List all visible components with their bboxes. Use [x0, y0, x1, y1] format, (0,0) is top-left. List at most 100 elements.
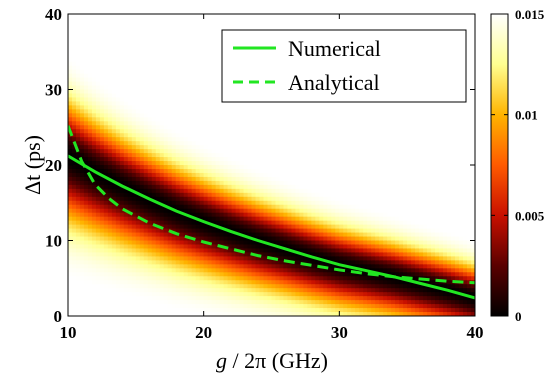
heatmap-cell — [239, 280, 245, 285]
heatmap-cell — [243, 312, 249, 316]
heatmap-cell — [315, 280, 320, 285]
heatmap-cell — [255, 288, 261, 293]
heatmap-cell — [231, 149, 237, 154]
heatmap-cell — [163, 228, 169, 234]
heatmap-cell — [107, 180, 113, 186]
heatmap-cell — [247, 244, 253, 250]
heatmap-cell — [175, 161, 181, 166]
heatmap-cell — [143, 260, 149, 265]
heatmap-cell — [315, 165, 320, 170]
heatmap-cell — [91, 184, 97, 190]
heatmap-cell — [203, 14, 209, 19]
heatmap-cell — [111, 272, 117, 277]
heatmap-cell — [119, 69, 125, 75]
heatmap-cell — [159, 53, 165, 59]
heatmap-cell — [155, 113, 161, 118]
heatmap-cell — [211, 37, 217, 43]
heatmap-cell — [263, 280, 269, 285]
heatmap-cell — [103, 248, 109, 254]
heatmap-cell — [295, 180, 301, 186]
heatmap-cell — [183, 101, 189, 106]
heatmap-cell — [211, 65, 217, 71]
heatmap-cell — [151, 81, 157, 87]
heatmap-cell — [87, 89, 93, 95]
heatmap-cell — [215, 172, 221, 178]
heatmap-cell — [243, 268, 249, 273]
heatmap-cell — [247, 264, 253, 269]
heatmap-cell — [235, 105, 241, 110]
heatmap-cell — [191, 284, 197, 289]
heatmap-cell — [187, 41, 193, 47]
heatmap-cell — [147, 21, 153, 27]
heatmap-cell — [155, 25, 161, 31]
heatmap-cell — [131, 208, 137, 214]
heatmap-cell — [295, 256, 301, 261]
heatmap-cell — [183, 97, 189, 103]
heatmap-cell — [227, 113, 233, 118]
heatmap-cell — [87, 113, 93, 118]
heatmap-cell — [291, 256, 297, 261]
heatmap-cell — [323, 272, 328, 277]
heatmap-cell — [231, 276, 237, 281]
heatmap-cell — [103, 165, 109, 170]
heatmap-cell — [247, 220, 253, 226]
heatmap-cell — [91, 65, 97, 71]
heatmap-cell — [75, 284, 81, 289]
heatmap-cell — [123, 97, 129, 103]
heatmap-cell — [147, 49, 153, 55]
heatmap-cell — [303, 145, 309, 150]
heatmap-cell — [143, 29, 149, 35]
heatmap-cell — [147, 260, 153, 265]
heatmap-cell — [115, 312, 121, 316]
heatmap-cell — [103, 188, 109, 194]
heatmap-cell — [179, 180, 185, 186]
heatmap-cell — [327, 188, 332, 194]
heatmap-cell — [255, 129, 261, 134]
heatmap-cell — [147, 276, 153, 281]
heatmap-cell — [75, 264, 81, 269]
heatmap-cell — [107, 228, 113, 234]
heatmap-cell — [255, 109, 261, 114]
heatmap-cell — [191, 165, 197, 170]
heatmap-cell — [159, 268, 165, 273]
heatmap-cell — [111, 29, 117, 35]
heatmap-cell — [119, 212, 125, 218]
heatmap-cell — [155, 188, 161, 194]
heatmap-cell — [107, 208, 113, 214]
heatmap-cell — [199, 172, 205, 178]
heatmap-cell — [163, 49, 169, 55]
heatmap-cell — [291, 137, 297, 142]
heatmap-cell — [139, 256, 145, 261]
heatmap-cell — [71, 192, 77, 198]
heatmap-cell — [91, 276, 97, 281]
heatmap-cell — [143, 168, 149, 174]
heatmap-cell — [315, 248, 320, 254]
heatmap-cell — [175, 89, 181, 95]
heatmap-cell — [271, 236, 277, 242]
heatmap-cell — [107, 300, 113, 305]
heatmap-cell — [199, 228, 205, 234]
heatmap-cell — [275, 165, 281, 170]
heatmap-cell — [251, 260, 257, 265]
heatmap-cell — [147, 105, 153, 110]
heatmap-cell — [283, 308, 289, 313]
heatmap-cell — [187, 280, 193, 285]
heatmap-cell — [211, 280, 217, 285]
heatmap-cell — [167, 81, 173, 87]
heatmap-cell — [151, 14, 157, 19]
heatmap-cell — [91, 141, 97, 146]
heatmap-cell — [311, 280, 316, 285]
heatmap-cell — [167, 161, 173, 166]
heatmap-cell — [155, 192, 161, 198]
heatmap-cell — [83, 172, 89, 178]
heatmap-cell — [215, 137, 221, 142]
heatmap-cell — [159, 176, 165, 182]
heatmap-cell — [91, 89, 97, 95]
heatmap-cell — [147, 65, 153, 71]
heatmap-cell — [283, 21, 289, 27]
heatmap-cell — [147, 208, 153, 214]
heatmap-cell — [179, 260, 185, 265]
heatmap-cell — [195, 300, 201, 305]
heatmap-cell — [247, 268, 253, 273]
